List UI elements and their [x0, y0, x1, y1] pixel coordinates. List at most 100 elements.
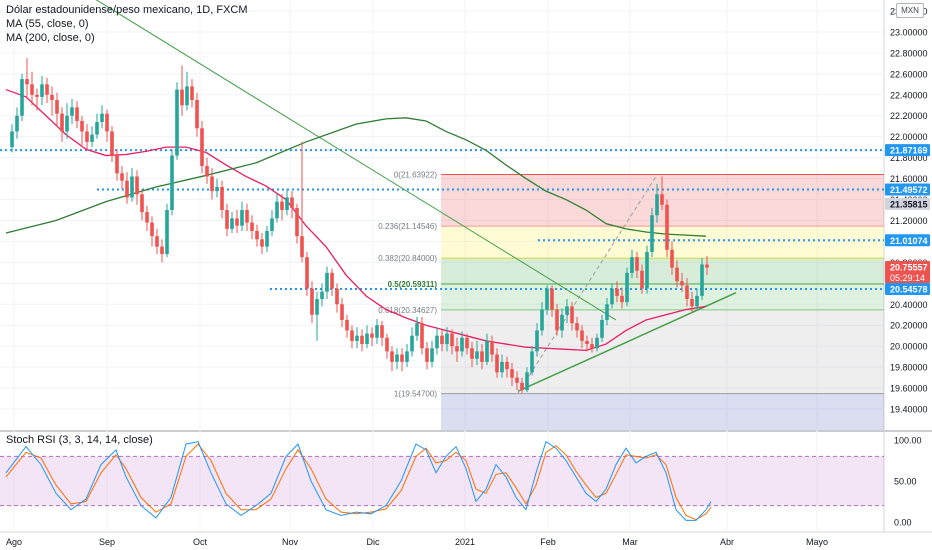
- price-label-badge: [885, 197, 930, 210]
- candle-body: [595, 337, 599, 349]
- candle-body: [655, 194, 659, 216]
- candle-body: [330, 272, 334, 289]
- candle-body: [170, 155, 174, 210]
- ma200-legend: MA (200, close, 0): [6, 32, 95, 44]
- currency-badge[interactable]: MXN: [896, 3, 924, 18]
- candle-body: [65, 115, 69, 132]
- candle-body: [75, 107, 79, 121]
- descending-trendline: [95, 0, 617, 321]
- candle-body: [70, 107, 74, 116]
- candle-body: [475, 351, 479, 359]
- candle-body: [660, 194, 664, 205]
- candle-body: [650, 215, 654, 252]
- candle-body: [540, 309, 544, 331]
- candle-body: [130, 176, 134, 198]
- candle-body: [470, 348, 474, 359]
- fib-level-label: 0(21.63922): [394, 170, 437, 179]
- candle-body: [700, 264, 704, 296]
- y-tick-label: 19.80000: [890, 363, 928, 373]
- candle-body: [530, 351, 534, 373]
- candle-body: [335, 288, 339, 305]
- candle-body: [60, 113, 64, 132]
- candle-body: [375, 325, 379, 338]
- ma55-line: [5, 88, 707, 352]
- candle-body: [640, 270, 644, 289]
- candle-body: [405, 351, 409, 362]
- candle-body: [175, 89, 179, 156]
- candle-body: [220, 186, 224, 210]
- candle-body: [10, 131, 14, 148]
- candle-body: [670, 249, 674, 268]
- candle-body: [230, 218, 234, 229]
- candle-body: [415, 323, 419, 336]
- candle-body: [550, 288, 554, 310]
- y-tick-label: 20.00000: [890, 342, 928, 352]
- candle-body: [580, 330, 584, 341]
- y-tick-label: 23.00000: [890, 27, 928, 37]
- candle-body: [20, 79, 24, 116]
- fib-zone: [441, 309, 884, 394]
- candle-body: [240, 210, 244, 226]
- candle-body: [610, 288, 614, 305]
- candle-body: [635, 257, 639, 271]
- candle-body: [460, 337, 464, 352]
- candle-body: [85, 131, 89, 142]
- candle-body: [620, 295, 624, 303]
- candle-body: [555, 309, 559, 331]
- candle-body: [225, 210, 229, 229]
- candle-body: [495, 354, 499, 373]
- candle-body: [430, 348, 434, 362]
- candle-body: [480, 351, 484, 362]
- x-tick-label: Dic: [367, 537, 380, 547]
- candle-body: [115, 155, 119, 174]
- candle-body: [325, 272, 329, 292]
- price-label-badge: [885, 144, 930, 157]
- price-label-badge: [885, 234, 930, 247]
- stoch-tick-label: 100.00: [894, 436, 922, 446]
- candle-body: [440, 335, 444, 345]
- price-label: 21.49572: [890, 185, 928, 195]
- candle-body: [180, 89, 184, 106]
- candle-body: [260, 239, 264, 247]
- candle-body: [255, 230, 259, 240]
- candle-body: [600, 319, 604, 338]
- candle-body: [605, 304, 609, 320]
- y-tick-label: 20.40000: [890, 300, 928, 310]
- price-label-badge: [885, 261, 930, 284]
- candle-body: [135, 176, 139, 195]
- candle-body: [350, 330, 354, 341]
- candle-body: [45, 84, 49, 95]
- candle-body: [15, 115, 19, 132]
- candle-body: [90, 134, 94, 142]
- candle-body: [155, 236, 159, 247]
- price-label: 20.54578: [890, 284, 928, 294]
- candle-body: [535, 330, 539, 352]
- candle-body: [110, 131, 114, 156]
- candle-body: [445, 333, 449, 345]
- candle-body: [545, 288, 549, 310]
- candle-body: [40, 84, 44, 97]
- x-tick-label: Oct: [193, 537, 208, 547]
- stoch-k-line: [5, 440, 712, 521]
- candle-body: [695, 295, 699, 307]
- x-tick-label: 2021: [455, 537, 475, 547]
- fib-zone: [441, 226, 884, 259]
- candle-body: [210, 176, 214, 192]
- y-tick-label: 22.60000: [890, 69, 928, 79]
- x-tick-label: Sep: [99, 537, 115, 547]
- candle-body: [395, 354, 399, 362]
- candle-body: [505, 361, 509, 370]
- candle-body: [455, 346, 459, 352]
- candle-body: [575, 323, 579, 331]
- candle-body: [50, 94, 54, 101]
- chart-title: Dólar estadounidense/peso mexicano, 1D, …: [6, 4, 248, 16]
- price-label-badge: [885, 183, 930, 196]
- candle-body: [515, 377, 519, 383]
- candle-body: [365, 333, 369, 345]
- candle-body: [285, 197, 289, 210]
- x-tick-label: Nov: [282, 537, 299, 547]
- candle-body: [675, 267, 679, 282]
- candle-body: [290, 197, 294, 208]
- candle-body: [385, 337, 389, 352]
